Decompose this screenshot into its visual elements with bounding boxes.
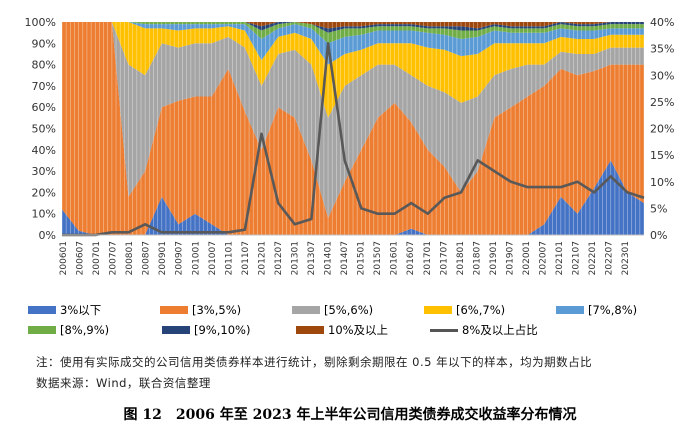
right-tick-label: 10%	[650, 176, 674, 189]
legend-item-below-3: 3%以下	[28, 302, 160, 318]
x-tick-label: 200701	[92, 241, 102, 275]
chart: 0% 10% 20% 30% 40% 50% 60% 70% 80% 90% 100% 0% 5% 10…	[25, 16, 675, 275]
left-tick-label: 10%	[32, 208, 56, 221]
x-tick-label: 202001	[522, 241, 532, 275]
right-axis: 0% 5% 10% 15% 20% 25% 30% 35% 40%	[650, 16, 674, 242]
x-tick-label: 201801	[456, 241, 466, 275]
left-tick-label: 30%	[32, 165, 56, 178]
x-tick-label: 201907	[505, 241, 515, 275]
x-tick-label: 200907	[175, 241, 185, 275]
x-axis: 200601 200607 200701 200707 200801 200807 2009…	[59, 234, 644, 275]
chart-note: 注：使用有实际成交的公司信用类债券样本进行统计，剔除剩余期限在 0.5 年以下的…	[36, 355, 593, 369]
plot-line	[62, 41, 645, 237]
legend-swatch	[28, 326, 56, 334]
legend-label: [8%,9%)	[60, 323, 110, 337]
x-tick-label: 201601	[390, 241, 400, 275]
x-tick-label: 201107	[241, 241, 251, 275]
x-tick-label: 202107	[572, 241, 582, 275]
legend-swatch	[28, 306, 56, 314]
legend-item-3-5: [3%,5%)	[160, 303, 292, 317]
legend-swatch	[162, 326, 190, 334]
legend-label: [7%,8%)	[588, 303, 638, 317]
x-tick-label: 201207	[274, 241, 284, 275]
right-tick-label: 35%	[650, 43, 674, 56]
legend: 3%以下 [3%,5%) [5%,6%) [6%,7%) [7%,8%) [8%…	[28, 300, 688, 340]
plot-areas	[61, 22, 645, 235]
x-tick-label: 201101	[224, 241, 234, 275]
right-tick-label: 5%	[650, 202, 667, 215]
figure-caption: 图 12 2006 年至 2023 年上半年公司信用类债券成交收益率分布情况	[123, 407, 577, 423]
legend-label: [5%,6%)	[324, 303, 374, 317]
legend-line-swatch	[430, 328, 458, 332]
left-tick-label: 50%	[32, 123, 56, 136]
legend-label: [3%,5%)	[192, 303, 242, 317]
right-tick-label: 20%	[650, 123, 674, 136]
x-tick-label: 201707	[439, 241, 449, 275]
legend-item-8-above-share: 8%及以上占比	[430, 322, 564, 338]
x-tick-label: 200807	[142, 241, 152, 275]
x-tick-label: 202007	[538, 241, 548, 275]
x-tick-label: 201507	[373, 241, 383, 275]
left-tick-label: 0%	[39, 229, 56, 242]
x-tick-label: 200601	[59, 241, 69, 275]
left-axis: 0% 10% 20% 30% 40% 50% 60% 70% 80% 90% 100%	[25, 16, 56, 242]
x-tick-label: 202101	[555, 241, 565, 275]
x-tick-label: 202207	[605, 241, 615, 275]
chart-source: 数据来源：Wind，联合资信整理	[36, 376, 211, 390]
legend-item-5-6: [5%,6%)	[292, 303, 424, 317]
x-tick-label: 202201	[588, 241, 598, 275]
left-tick-label: 40%	[32, 144, 56, 157]
x-tick-label: 201807	[472, 241, 482, 275]
x-tick-label: 200901	[158, 241, 168, 275]
legend-item-7-8: [7%,8%)	[556, 303, 688, 317]
x-tick-label: 201001	[191, 241, 201, 275]
x-tick-label: 200607	[76, 241, 86, 275]
x-tick-label: 201007	[208, 241, 218, 275]
legend-label: 3%以下	[60, 303, 102, 317]
legend-label: [6%,7%)	[456, 303, 506, 317]
legend-row: 3%以下 [3%,5%) [5%,6%) [6%,7%) [7%,8%)	[28, 300, 688, 320]
left-tick-label: 100%	[25, 16, 56, 29]
legend-item-6-7: [6%,7%)	[424, 303, 556, 317]
left-tick-label: 70%	[32, 80, 56, 93]
legend-item-8-9: [8%,9%)	[28, 323, 162, 337]
legend-label: 10%及以上	[328, 323, 389, 337]
x-tick-label: 201901	[489, 241, 499, 275]
left-tick-label: 60%	[32, 101, 56, 114]
x-tick-label: 200801	[125, 241, 135, 275]
x-tick-label: 201501	[357, 241, 367, 275]
legend-row: [8%,9%) [9%,10%) 10%及以上 8%及以上占比	[28, 320, 688, 340]
x-tick-label: 201307	[307, 241, 317, 275]
legend-item-10-above: 10%及以上	[296, 322, 430, 338]
x-tick-label: 201407	[340, 241, 350, 275]
legend-swatch	[424, 306, 452, 314]
right-tick-label: 25%	[650, 96, 674, 109]
right-tick-label: 30%	[650, 69, 674, 82]
line-8pct-above-share	[62, 41, 645, 237]
legend-swatch	[160, 306, 188, 314]
legend-swatch	[296, 326, 324, 334]
legend-item-9-10: [9%,10%)	[162, 323, 296, 337]
legend-swatch	[292, 306, 320, 314]
left-tick-label: 90%	[32, 37, 56, 50]
x-tick-label: 201401	[324, 241, 334, 275]
left-tick-label: 20%	[32, 186, 56, 199]
x-tick-label: 201201	[257, 241, 267, 275]
right-tick-label: 15%	[650, 149, 674, 162]
x-tick-label: 201701	[423, 241, 433, 275]
left-tick-label: 80%	[32, 59, 56, 72]
x-tick-label: 201607	[406, 241, 416, 275]
x-tick-label: 201301	[290, 241, 300, 275]
right-tick-label: 40%	[650, 16, 674, 29]
x-tick-label: 202301	[621, 241, 631, 275]
right-tick-label: 0%	[650, 229, 667, 242]
x-tick-label: 200707	[109, 241, 119, 275]
legend-label: [9%,10%)	[194, 323, 251, 337]
legend-swatch	[556, 306, 584, 314]
legend-label: 8%及以上占比	[462, 323, 538, 337]
